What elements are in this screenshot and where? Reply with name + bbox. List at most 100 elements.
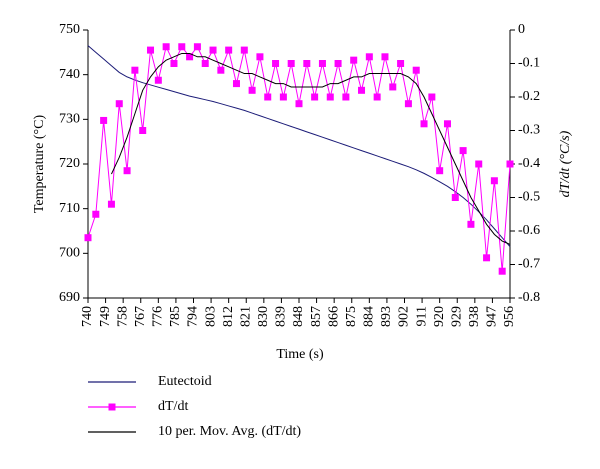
series-marker: [404, 100, 412, 108]
series-marker: [123, 167, 131, 175]
x-tick-label: 821: [238, 306, 253, 327]
series-marker: [475, 160, 483, 168]
series-marker: [147, 46, 155, 54]
legend-marker: [108, 403, 116, 411]
series-marker: [358, 86, 366, 94]
series-marker: [303, 60, 311, 67]
x-tick-label: 902: [397, 306, 412, 327]
y-axis-label: Temperature (°C): [32, 115, 47, 214]
x-tick-label: 803: [203, 306, 218, 327]
series-marker: [490, 177, 498, 185]
y2-tick-label: -0.8: [518, 290, 540, 305]
x-tick-label: 767: [133, 306, 148, 327]
series-marker: [295, 100, 303, 108]
series-marker: [248, 86, 256, 94]
x-tick-label: 830: [256, 306, 271, 327]
x-tick-label: 812: [221, 306, 236, 327]
x-tick-label: 920: [432, 306, 447, 327]
series-marker: [311, 93, 319, 101]
series-marker: [342, 93, 350, 101]
legend-label: dT/dt: [158, 399, 188, 414]
series-marker: [209, 46, 217, 54]
series-marker: [350, 56, 358, 64]
series-line: [110, 52, 511, 245]
x-tick-label: 740: [80, 306, 95, 327]
series-marker: [326, 93, 334, 101]
y2-tick-label: -0.5: [518, 190, 540, 205]
series-marker: [92, 210, 100, 218]
y-tick-label: 700: [59, 246, 80, 261]
x-tick-label: 785: [168, 306, 183, 327]
series-marker: [186, 53, 194, 61]
series-marker: [225, 46, 233, 54]
legend-label: 10 per. Mov. Avg. (dT/dt): [158, 424, 301, 439]
series-marker: [420, 120, 428, 128]
x-tick-label: 794: [186, 306, 201, 327]
series-marker: [232, 80, 240, 88]
series-marker: [178, 43, 186, 51]
x-tick-label: 848: [291, 306, 306, 327]
series-marker: [334, 60, 342, 67]
y2-tick-label: -0.4: [518, 156, 540, 171]
y2-tick-label: -0.1: [518, 56, 540, 71]
series-marker: [264, 93, 272, 101]
series-marker: [162, 43, 170, 51]
y-tick-label: 690: [59, 290, 80, 305]
y2-tick-label: -0.3: [518, 123, 540, 138]
series-marker: [389, 83, 397, 91]
x-tick-label: 956: [502, 306, 517, 327]
y2-axis-label: dT/dt (°C/s): [558, 130, 573, 197]
series-marker: [365, 53, 373, 61]
series-marker: [397, 60, 405, 67]
y2-tick-label: -0.6: [518, 223, 540, 238]
series-marker: [240, 46, 248, 54]
series-marker: [381, 53, 389, 61]
y-tick-label: 710: [59, 201, 80, 216]
series-marker: [217, 66, 225, 74]
series-marker: [100, 116, 108, 124]
series-marker: [287, 60, 295, 67]
series-marker: [443, 120, 451, 128]
series-marker: [436, 167, 444, 175]
x-tick-label: 947: [485, 306, 500, 327]
x-tick-label: 875: [344, 306, 359, 327]
series-marker: [193, 43, 201, 51]
series-marker: [318, 60, 326, 67]
x-tick-label: 758: [115, 306, 130, 327]
x-axis-label: Time (s): [276, 347, 324, 362]
y-tick-label: 750: [59, 22, 80, 37]
series-marker: [272, 60, 280, 67]
series-marker: [459, 147, 467, 155]
series-line: [87, 45, 511, 247]
series-marker: [279, 93, 287, 101]
x-tick-label: 857: [309, 306, 324, 327]
x-tick-label: 911: [414, 306, 429, 326]
x-tick-label: 776: [151, 306, 166, 327]
series-marker: [107, 200, 115, 208]
series-marker: [84, 234, 92, 242]
series-marker: [412, 66, 420, 74]
x-tick-label: 938: [467, 306, 482, 327]
x-tick-label: 884: [362, 306, 377, 327]
x-tick-label: 866: [326, 306, 341, 327]
y-tick-label: 730: [59, 112, 80, 127]
x-tick-label: 749: [98, 306, 113, 327]
series-marker: [498, 267, 506, 275]
series-marker: [467, 220, 475, 228]
series-marker: [139, 127, 147, 134]
series-marker: [170, 60, 178, 67]
x-tick-label: 839: [274, 306, 289, 327]
y2-tick-label: -0.7: [518, 257, 540, 272]
series-marker: [373, 93, 381, 101]
x-tick-label: 893: [379, 306, 394, 327]
series-marker: [115, 100, 123, 108]
series-marker: [483, 254, 491, 262]
y2-tick-label: -0.2: [518, 89, 540, 104]
series-marker: [154, 76, 162, 84]
y-tick-label: 740: [59, 67, 80, 82]
series-marker: [506, 160, 514, 168]
legend-label: Eutectoid: [158, 374, 212, 389]
series-line: [87, 45, 511, 272]
series-marker: [451, 194, 459, 201]
